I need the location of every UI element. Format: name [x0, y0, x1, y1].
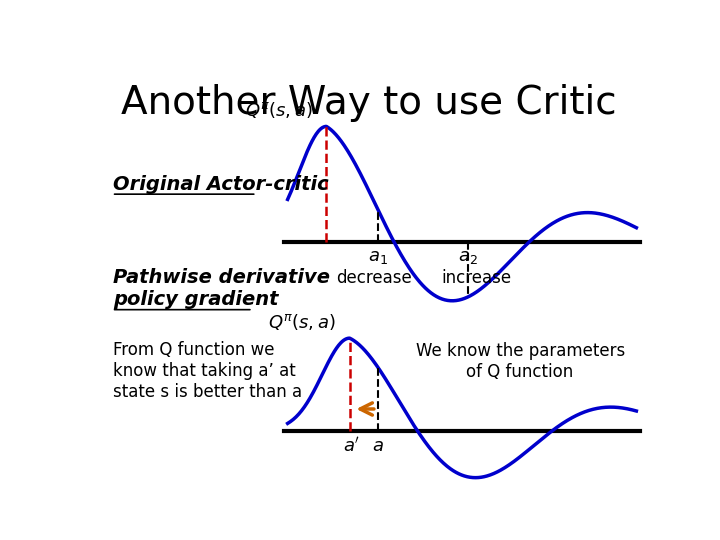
Text: Pathwise derivative
policy gradient: Pathwise derivative policy gradient: [113, 268, 330, 308]
Text: Another Way to use Critic: Another Way to use Critic: [121, 84, 616, 122]
Text: $a$: $a$: [372, 437, 384, 455]
Text: decrease: decrease: [336, 269, 413, 287]
Text: increase: increase: [441, 269, 511, 287]
Text: Original Actor-critic: Original Actor-critic: [113, 174, 329, 194]
Text: $a_2$: $a_2$: [459, 248, 478, 266]
Text: $Q^{\pi}(s,a)$: $Q^{\pi}(s,a)$: [245, 100, 312, 120]
Text: $a_1$: $a_1$: [369, 248, 388, 266]
Text: $Q^{\pi}(s,a)$: $Q^{\pi}(s,a)$: [268, 312, 336, 332]
Text: $a'$: $a'$: [343, 437, 360, 456]
Text: We know the parameters
of Q function: We know the parameters of Q function: [415, 342, 625, 381]
Text: From Q function we
know that taking a’ at
state s is better than a: From Q function we know that taking a’ a…: [113, 341, 302, 401]
